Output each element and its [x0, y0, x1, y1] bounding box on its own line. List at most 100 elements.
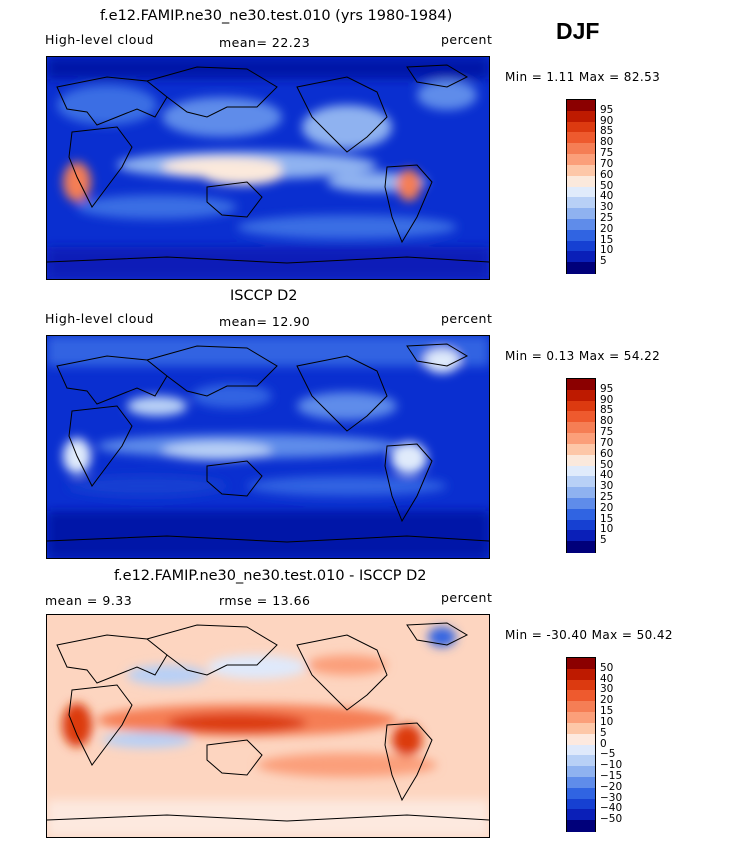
coastline-eurasia-east — [146, 624, 278, 676]
colorbar-swatch — [567, 389, 595, 402]
colorbar-swatch — [567, 143, 595, 155]
colorbar-swatch — [567, 208, 595, 220]
colorbar-tick-label: 75 — [600, 147, 614, 160]
panel-3-title: f.e12.FAMIP.ne30_ne30.test.010 - ISCCP D… — [114, 568, 427, 584]
colorbar-tick-label: 30 — [600, 201, 614, 214]
colorbar-tick-label: 75 — [600, 426, 614, 439]
colorbar-tick-label: 95 — [600, 382, 614, 395]
colorbar-tick-label: 10 — [600, 244, 614, 257]
coastline-eurasia-west — [56, 355, 168, 405]
colorbar-swatch — [567, 218, 595, 231]
colorbar-swatch — [567, 476, 595, 488]
field-storm-track — [237, 215, 457, 239]
panel-2-map — [46, 335, 490, 559]
field-patch — [302, 105, 392, 149]
panel-2-mean: mean= 12.90 — [219, 314, 311, 329]
colorbar-swatch — [567, 100, 595, 112]
coastline-south-america — [384, 443, 433, 523]
panel-2-left-label: High-level cloud — [45, 311, 154, 326]
panel-1-mean: mean= 22.23 — [219, 35, 311, 50]
panel-3-map — [46, 614, 490, 838]
panel-3-rmse: rmse = 13.66 — [219, 593, 311, 608]
panel-3-minmax: Min = -30.40 Max = 50.42 — [505, 628, 673, 642]
field-patch — [127, 396, 187, 416]
field-patch — [297, 392, 397, 420]
field-storm-track — [247, 476, 447, 496]
colorbar-swatch — [567, 251, 595, 263]
field-amazon — [397, 169, 421, 201]
panel-1-colorbar — [566, 99, 596, 274]
panel-2-colorbar — [566, 378, 596, 553]
coastline-africa — [68, 405, 133, 487]
colorbar-swatch — [567, 154, 595, 166]
colorbar-tick-label: 50 — [600, 458, 614, 471]
panel-1-left-label: High-level cloud — [45, 32, 154, 47]
coastline-greenland — [406, 64, 469, 88]
colorbar-tick-label: 20 — [600, 694, 614, 707]
colorbar-swatch — [567, 508, 595, 521]
coastline-eurasia-west — [56, 76, 168, 126]
colorbar-tick-label: −15 — [600, 769, 623, 782]
colorbar-tick-label: 80 — [600, 415, 614, 428]
colorbar-tick-label: 40 — [600, 469, 614, 482]
colorbar-swatch — [567, 766, 595, 778]
field-maritime — [202, 165, 282, 185]
colorbar-tick-label: 20 — [600, 501, 614, 514]
panel-1-map-plot — [47, 57, 489, 279]
field-patch — [428, 627, 456, 647]
colorbar-swatch — [567, 186, 595, 198]
field-patch — [207, 655, 307, 679]
colorbar-tick-label: 30 — [600, 683, 614, 696]
colorbar-swatch — [567, 701, 595, 713]
colorbar-tick-label: 5 — [600, 726, 607, 739]
colorbar-swatch — [567, 400, 595, 412]
season-label: DJF — [556, 18, 600, 44]
panel-2-minmax: Min = 0.13 Max = 54.22 — [505, 349, 661, 363]
colorbar-swatch — [567, 497, 595, 510]
colorbar-tick-label: −40 — [600, 802, 623, 815]
field-patch — [192, 384, 272, 408]
colorbar-swatch — [567, 744, 595, 756]
colorbar-tick-label: −30 — [600, 791, 623, 804]
colorbar-swatch — [567, 755, 595, 767]
colorbar-tick-label: 85 — [600, 404, 614, 417]
colorbar-tick-label: 15 — [600, 705, 614, 718]
field-amazon — [391, 442, 427, 474]
colorbar-tick-label: 5 — [600, 255, 607, 268]
field-patch — [307, 655, 387, 675]
colorbar-swatch — [567, 465, 595, 477]
field-polar-band — [47, 247, 489, 279]
field-storm-track — [102, 732, 192, 748]
colorbar-tick-label: 0 — [600, 737, 607, 750]
coastline-greenland — [406, 622, 469, 646]
colorbar-tick-label: 30 — [600, 480, 614, 493]
colorbar-tick-label: 15 — [600, 512, 614, 525]
colorbar-tick-label: −10 — [600, 759, 623, 772]
colorbar-swatch — [567, 712, 595, 724]
field-storm-track — [67, 476, 227, 496]
colorbar-tick-label: −20 — [600, 780, 623, 793]
field-storm-track — [257, 753, 437, 777]
coastline-eurasia-east — [146, 66, 278, 118]
colorbar-swatch — [567, 658, 595, 670]
coastline-australia — [206, 181, 263, 218]
colorbar-swatch — [567, 722, 595, 735]
colorbar-tick-label: 20 — [600, 222, 614, 235]
colorbar-tick-label: 90 — [600, 114, 614, 127]
colorbar-swatch — [567, 776, 595, 789]
colorbar-tick-label: 70 — [600, 157, 614, 170]
colorbar-tick-label: 50 — [600, 179, 614, 192]
colorbar-swatch — [567, 530, 595, 542]
colorbar-swatch — [567, 121, 595, 133]
field-itcz-core — [167, 713, 307, 733]
colorbar-tick-label: −5 — [600, 748, 616, 761]
coastline-antarctica — [47, 256, 489, 264]
field-amazon — [392, 724, 422, 756]
colorbar-swatch — [567, 679, 595, 691]
colorbar-tick-label: 40 — [600, 672, 614, 685]
panel-2-units: percent — [441, 311, 493, 326]
colorbar-swatch — [567, 668, 595, 681]
colorbar-swatch — [567, 110, 595, 123]
colorbar-swatch — [567, 733, 595, 745]
panel-1-title: f.e12.FAMIP.ne30_ne30.test.010 (yrs 1980… — [100, 8, 453, 24]
